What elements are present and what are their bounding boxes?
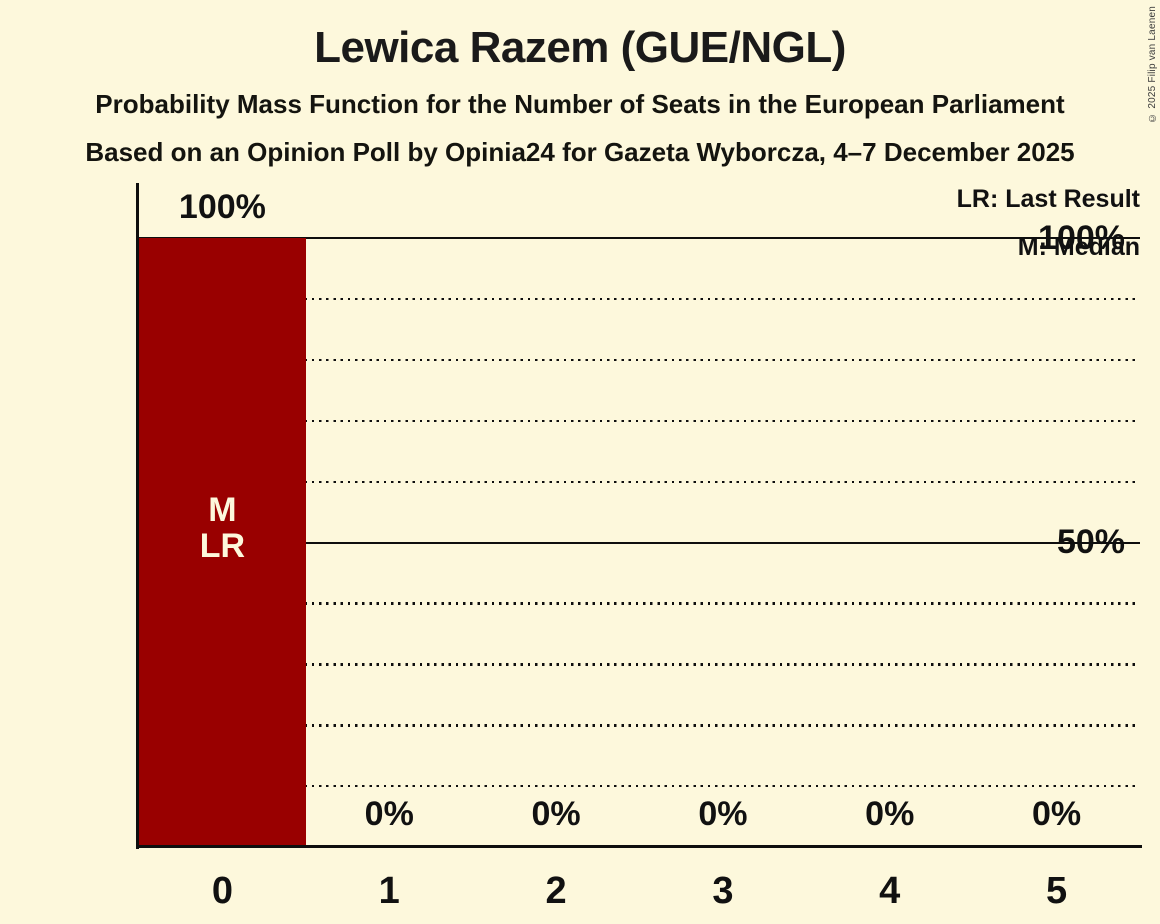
value-label-seats-2: 0% (531, 795, 581, 833)
x-axis-tick-2: 2 (545, 870, 567, 912)
gridline-dotted-30 (139, 663, 1140, 666)
chart-subtitle-line2: Based on an Opinion Poll by Opinia24 for… (85, 137, 1075, 167)
gridline-dotted-10 (139, 785, 1140, 788)
chart-subtitle-line1: Probability Mass Function for the Number… (95, 89, 1065, 119)
x-axis-tick-0: 0 (211, 870, 233, 912)
gridline-dotted-60 (139, 480, 1140, 483)
gridline-dotted-40 (139, 602, 1140, 605)
bar-seats-0 (139, 238, 306, 847)
x-axis-tick-4: 4 (879, 870, 901, 912)
value-label-seats-3: 0% (698, 795, 748, 833)
plot-area: 100% 0 0% 1 0% 2 0% 3 0% 4 0% 5 M LR (139, 190, 1140, 910)
bar-annotation-line-m: M (208, 491, 237, 529)
gridline-dotted-70 (139, 419, 1140, 423)
gridline-solid-50 (139, 541, 1140, 544)
x-axis-tick-3: 3 (712, 870, 734, 912)
bar-annotation-median-lastresult: M LR (139, 492, 306, 564)
gridline-dotted-20 (139, 724, 1140, 727)
value-label-seats-0: 100% (178, 188, 266, 226)
value-label-seats-1: 0% (364, 795, 414, 833)
x-axis-tick-5: 5 (1046, 870, 1068, 912)
x-axis-line (136, 845, 1142, 848)
gridline-dotted-90 (139, 297, 1140, 301)
gridline-solid-100 (139, 237, 1140, 240)
legend-last-result: LR: Last Result (956, 185, 1140, 213)
copyright-notice: © 2025 Filip van Laenen (1147, 6, 1158, 123)
value-label-seats-5: 0% (1032, 795, 1082, 833)
gridline-dotted-80 (139, 358, 1140, 362)
x-axis-tick-1: 1 (378, 870, 400, 912)
bar-annotation-line-lr: LR (199, 527, 246, 565)
chart-title: Lewica Razem (GUE/NGL) (314, 23, 846, 72)
value-label-seats-4: 0% (865, 795, 915, 833)
y-axis-line (136, 183, 139, 849)
